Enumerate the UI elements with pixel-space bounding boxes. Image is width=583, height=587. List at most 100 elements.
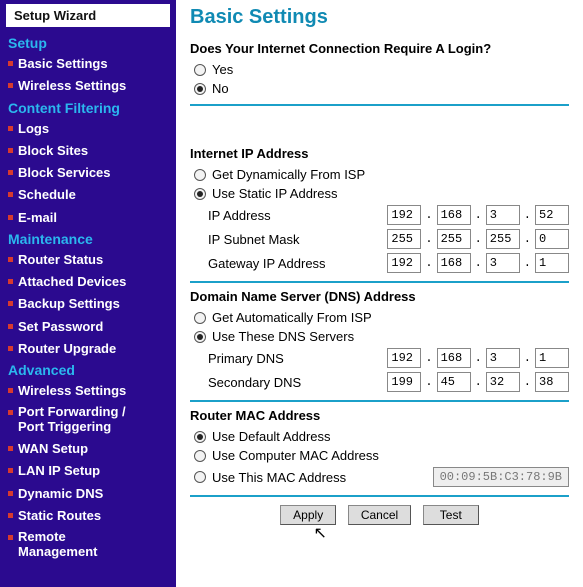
ip-address-octet-1[interactable] bbox=[387, 205, 421, 225]
divider bbox=[190, 104, 569, 106]
page-title: Basic Settings bbox=[190, 6, 569, 29]
ip-heading: Internet IP Address bbox=[190, 146, 569, 161]
dot: . bbox=[473, 351, 484, 365]
nav-item[interactable]: Backup Settings bbox=[6, 293, 170, 315]
dot: . bbox=[423, 208, 434, 222]
nav-item[interactable]: Block Sites bbox=[6, 140, 170, 162]
dot: . bbox=[522, 208, 533, 222]
ip-dynamic-label: Get Dynamically From ISP bbox=[212, 167, 365, 182]
mac-computer-radio[interactable] bbox=[194, 450, 206, 462]
mac-heading: Router MAC Address bbox=[190, 408, 569, 423]
sidebar-setup-wizard[interactable]: Setup Wizard bbox=[6, 4, 170, 27]
dot: . bbox=[522, 375, 533, 389]
dot: . bbox=[473, 256, 484, 270]
ip-mask-octet-4[interactable] bbox=[535, 229, 569, 249]
mac-default-radio[interactable] bbox=[194, 431, 206, 443]
cursor-icon: ↖ bbox=[314, 523, 327, 543]
dns-secondary-octet-3[interactable] bbox=[486, 372, 520, 392]
ip-gateway-label: Gateway IP Address bbox=[208, 256, 387, 271]
sidebar: Setup Wizard SetupBasic SettingsWireless… bbox=[0, 0, 176, 587]
dot: . bbox=[473, 375, 484, 389]
cancel-button[interactable]: Cancel bbox=[348, 505, 411, 525]
ip-mask-fields: ... bbox=[387, 229, 569, 249]
ip-dynamic-radio[interactable] bbox=[194, 169, 206, 181]
nav-heading: Advanced bbox=[6, 360, 170, 380]
nav-item[interactable]: LAN IP Setup bbox=[6, 460, 170, 482]
dot: . bbox=[473, 232, 484, 246]
dns-primary-label: Primary DNS bbox=[208, 351, 387, 366]
ip-mask-octet-2[interactable] bbox=[437, 229, 471, 249]
ip-address-label: IP Address bbox=[208, 208, 387, 223]
ip-mask-octet-1[interactable] bbox=[387, 229, 421, 249]
dot: . bbox=[423, 375, 434, 389]
divider bbox=[190, 281, 569, 283]
nav-heading: Maintenance bbox=[6, 229, 170, 249]
ip-mask-octet-3[interactable] bbox=[486, 229, 520, 249]
nav-item[interactable]: Attached Devices bbox=[6, 271, 170, 293]
dns-primary-octet-1[interactable] bbox=[387, 348, 421, 368]
dot: . bbox=[522, 256, 533, 270]
nav-item[interactable]: Wireless Settings bbox=[6, 75, 170, 97]
main-panel: Basic Settings Does Your Internet Connec… bbox=[176, 0, 583, 587]
apply-button[interactable]: Apply bbox=[280, 505, 336, 525]
ip-static-radio[interactable] bbox=[194, 188, 206, 200]
nav-item[interactable]: E-mail bbox=[6, 207, 170, 229]
mac-value-box[interactable]: 00:09:5B:C3:78:9B bbox=[433, 467, 569, 487]
button-row: Apply Cancel Test ↖ bbox=[190, 505, 569, 525]
dns-secondary-fields: ... bbox=[387, 372, 569, 392]
divider bbox=[190, 400, 569, 402]
dot: . bbox=[423, 351, 434, 365]
dot: . bbox=[522, 351, 533, 365]
ip-mask-label: IP Subnet Mask bbox=[208, 232, 387, 247]
ip-static-label: Use Static IP Address bbox=[212, 186, 338, 201]
nav-item[interactable]: Basic Settings bbox=[6, 53, 170, 75]
login-no-radio[interactable] bbox=[194, 83, 206, 95]
mac-computer-label: Use Computer MAC Address bbox=[212, 448, 379, 463]
dns-secondary-octet-1[interactable] bbox=[387, 372, 421, 392]
dns-primary-octet-2[interactable] bbox=[437, 348, 471, 368]
nav-item[interactable]: Port Forwarding /Port Triggering bbox=[6, 402, 170, 438]
nav-heading: Content Filtering bbox=[6, 98, 170, 118]
dot: . bbox=[423, 256, 434, 270]
dns-auto-label: Get Automatically From ISP bbox=[212, 310, 372, 325]
dns-secondary-octet-4[interactable] bbox=[535, 372, 569, 392]
login-question: Does Your Internet Connection Require A … bbox=[190, 41, 569, 56]
mac-this-label: Use This MAC Address bbox=[212, 470, 346, 485]
dns-use-label: Use These DNS Servers bbox=[212, 329, 354, 344]
mac-this-radio[interactable] bbox=[194, 471, 206, 483]
nav-item[interactable]: Wireless Settings bbox=[6, 380, 170, 402]
nav-item[interactable]: Logs bbox=[6, 118, 170, 140]
ip-gateway-octet-1[interactable] bbox=[387, 253, 421, 273]
dns-secondary-label: Secondary DNS bbox=[208, 375, 387, 390]
login-yes-radio[interactable] bbox=[194, 64, 206, 76]
dot: . bbox=[522, 232, 533, 246]
dns-secondary-octet-2[interactable] bbox=[437, 372, 471, 392]
nav-item[interactable]: Set Password bbox=[6, 316, 170, 338]
nav-item[interactable]: Router Status bbox=[6, 249, 170, 271]
ip-gateway-octet-3[interactable] bbox=[486, 253, 520, 273]
dns-primary-octet-4[interactable] bbox=[535, 348, 569, 368]
login-no-label: No bbox=[212, 81, 229, 96]
dns-primary-octet-3[interactable] bbox=[486, 348, 520, 368]
ip-gateway-octet-4[interactable] bbox=[535, 253, 569, 273]
nav-item[interactable]: Static Routes bbox=[6, 505, 170, 527]
nav-item[interactable]: Dynamic DNS bbox=[6, 483, 170, 505]
divider bbox=[190, 495, 569, 497]
dot: . bbox=[423, 232, 434, 246]
dns-auto-radio[interactable] bbox=[194, 312, 206, 324]
nav-item[interactable]: Schedule bbox=[6, 184, 170, 206]
dot: . bbox=[473, 208, 484, 222]
dns-use-radio[interactable] bbox=[194, 331, 206, 343]
ip-address-octet-4[interactable] bbox=[535, 205, 569, 225]
nav-item[interactable]: Router Upgrade bbox=[6, 338, 170, 360]
ip-address-fields: ... bbox=[387, 205, 569, 225]
ip-address-octet-2[interactable] bbox=[437, 205, 471, 225]
test-button[interactable]: Test bbox=[423, 505, 479, 525]
nav-item[interactable]: Block Services bbox=[6, 162, 170, 184]
nav-item[interactable]: RemoteManagement bbox=[6, 527, 170, 563]
ip-gateway-octet-2[interactable] bbox=[437, 253, 471, 273]
ip-address-octet-3[interactable] bbox=[486, 205, 520, 225]
dns-primary-fields: ... bbox=[387, 348, 569, 368]
mac-default-label: Use Default Address bbox=[212, 429, 331, 444]
nav-item[interactable]: WAN Setup bbox=[6, 438, 170, 460]
